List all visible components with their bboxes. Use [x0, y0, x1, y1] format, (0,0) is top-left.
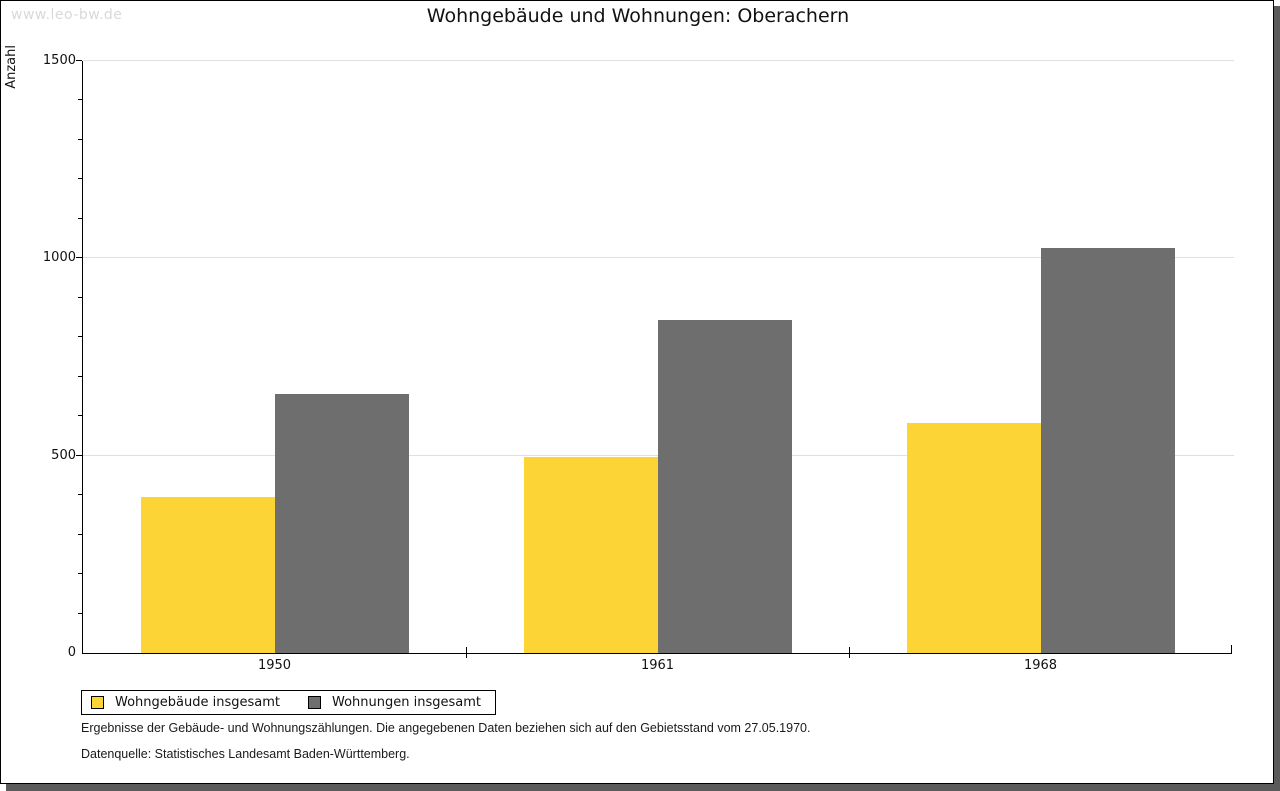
bar-wohnungen-1950: [274, 394, 409, 653]
y-axis-minor-tick-700: [78, 375, 82, 377]
legend-item-0: Wohngebäude insgesamt: [91, 695, 280, 710]
footnote-datenquelle: Datenquelle: Statistisches Landesamt Bad…: [81, 747, 410, 761]
y-axis-minor-tick-100: [78, 612, 82, 614]
legend-swatch-icon: [91, 696, 104, 709]
bar-wohngebäude-1961: [523, 457, 658, 653]
legend-label: Wohngebäude insgesamt: [115, 695, 280, 710]
x-tick-label-1968: 1968: [1023, 658, 1058, 673]
x-tick-label-1961: 1961: [640, 658, 675, 673]
y-axis-major-tick-1000: [76, 257, 82, 259]
x-axis-tick-1: [466, 647, 467, 658]
y-axis-minor-tick-1200: [78, 178, 82, 180]
y-tick-label-0: 0: [67, 645, 76, 660]
legend-label: Wohnungen insgesamt: [332, 695, 481, 710]
y-axis-minor-tick-800: [78, 336, 82, 338]
legend: Wohngebäude insgesamt Wohnungen insgesamt: [81, 690, 496, 715]
y-tick-label-1500: 1500: [42, 53, 76, 68]
y-axis-minor-tick-400: [78, 494, 82, 496]
bar-wohnungen-1968: [1040, 248, 1175, 653]
watermark: www.leo-bw.de: [11, 7, 123, 23]
bar-wohngebäude-1950: [140, 497, 275, 653]
plot-area: 0 500 1000 1500 1950 1961 1968: [43, 53, 1234, 673]
y-axis-minor-tick-1300: [78, 138, 82, 140]
legend-swatch-icon: [308, 696, 321, 709]
x-tick-label-1950: 1950: [257, 658, 292, 673]
y-tick-label-1000: 1000: [42, 250, 76, 266]
y-axis-major-tick-500: [76, 454, 82, 456]
y-axis-title: Anzahl: [4, 45, 19, 89]
y-axis-minor-tick-1100: [78, 217, 82, 219]
bar-wohngebäude-1968: [906, 423, 1041, 653]
x-axis-end-tick: [1231, 645, 1232, 653]
bar-wohnungen-1961: [657, 320, 792, 653]
window-shadow-right: [1274, 6, 1280, 791]
x-axis-tick-2: [849, 647, 850, 658]
y-tick-label-500: 500: [51, 447, 76, 463]
window-shadow-bottom: [6, 784, 1274, 791]
legend-item-1: Wohnungen insgesamt: [308, 695, 481, 710]
gridline-1000: [83, 257, 1234, 259]
y-axis-major-tick-1500: [76, 60, 82, 61]
y-axis-minor-tick-900: [78, 296, 82, 298]
chart-title: Wohngebäude und Wohnungen: Oberachern: [426, 5, 850, 27]
y-axis-minor-tick-1400: [78, 99, 82, 101]
gridline-1500: [83, 60, 1234, 61]
y-axis-minor-tick-200: [78, 573, 82, 575]
y-axis-minor-tick-600: [78, 415, 82, 417]
y-axis-minor-tick-300: [78, 533, 82, 535]
footnote-gebietsstand: Ergebnisse der Gebäude- und Wohnungszähl…: [81, 721, 811, 735]
